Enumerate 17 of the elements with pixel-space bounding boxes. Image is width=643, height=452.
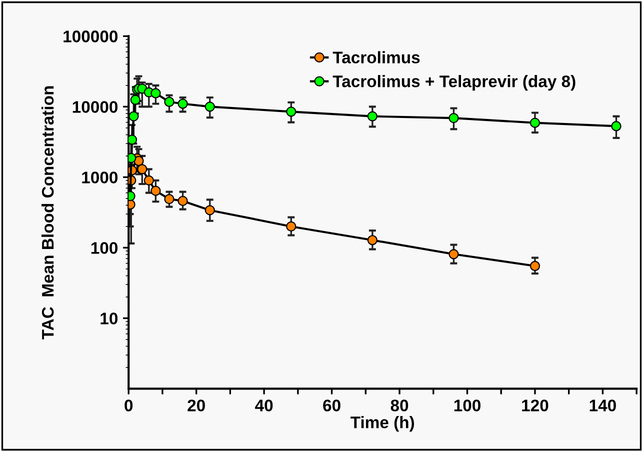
- legend-label: Tacrolimus: [332, 51, 420, 64]
- y-axis-title: TAC Mean Blood Concentration: [41, 86, 54, 340]
- x-axis-title: Time (h): [350, 416, 414, 432]
- x-tick-label: 60: [323, 400, 340, 412]
- x-tick-label: 40: [255, 400, 273, 412]
- legend-label: Tacrolimus + Telaprevir (day 8): [332, 75, 576, 91]
- y-tick-label: 10: [100, 312, 118, 324]
- y-tick-label: 1000: [82, 172, 118, 184]
- x-tick-label: 20: [188, 400, 205, 412]
- y-tick-label: 100000: [64, 30, 118, 42]
- y-tick-label: 100: [91, 242, 118, 254]
- x-tick-label: 80: [390, 400, 408, 412]
- x-tick-label: 100: [454, 400, 480, 412]
- x-tick-label: 120: [522, 400, 548, 412]
- y-tick-label: 10000: [72, 101, 118, 113]
- x-tick-label: 140: [590, 400, 616, 412]
- x-tick-label: 0: [124, 400, 133, 412]
